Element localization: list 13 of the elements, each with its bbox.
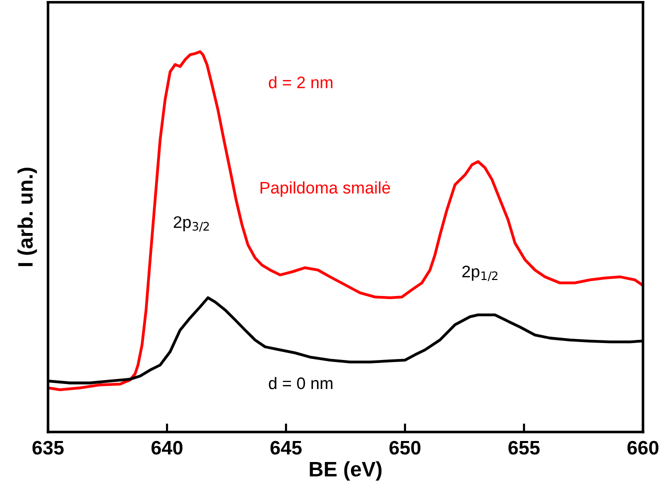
x-tick-label: 650 — [389, 440, 420, 455]
x-tick-label: 645 — [270, 440, 302, 455]
x-tick-label: 655 — [508, 440, 540, 455]
series-label: d = 0 nm — [268, 376, 332, 390]
annotation: 2p$_{3/2}$ — [174, 216, 209, 232]
x-tick-label: 660 — [627, 440, 658, 455]
x-tick-label: 635 — [32, 440, 64, 455]
y-axis-title: I (arb. un.) — [17, 168, 37, 266]
text: d = 2 nm — [268, 76, 332, 88]
annotation: 2p$_{1/2}$ — [462, 266, 498, 282]
x-axis-title: BE (eV) — [310, 461, 382, 481]
x-tick-label: 640 — [152, 440, 182, 455]
annotation: Papildoma smailė — [260, 181, 390, 197]
